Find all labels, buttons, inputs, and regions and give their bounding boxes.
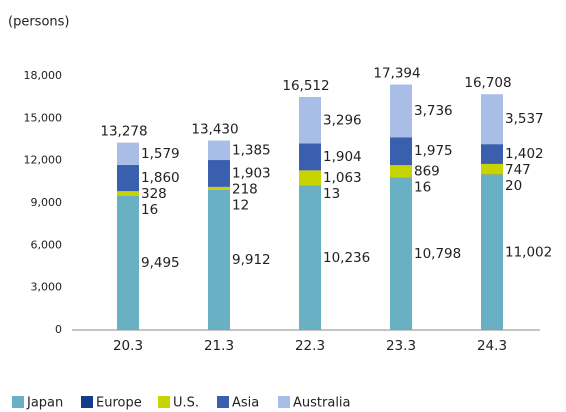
data-label: 328 bbox=[141, 186, 167, 202]
bar-segment bbox=[208, 160, 230, 187]
bar-segment bbox=[117, 196, 139, 330]
x-tick-label: 23.3 bbox=[386, 338, 416, 354]
legend-swatch bbox=[81, 396, 93, 408]
y-tick-label: 12,000 bbox=[24, 154, 63, 167]
bar-segment bbox=[390, 177, 412, 330]
data-label: 12 bbox=[232, 197, 249, 213]
legend-swatch bbox=[278, 396, 290, 408]
bar-segment bbox=[481, 174, 503, 330]
data-label: 3,296 bbox=[323, 112, 362, 128]
legend-swatch bbox=[12, 396, 24, 408]
data-label: 9,495 bbox=[141, 255, 180, 271]
data-label: 20 bbox=[505, 178, 522, 194]
data-label: 11,002 bbox=[505, 244, 552, 260]
data-label: 1,860 bbox=[141, 170, 180, 186]
legend-label: Australia bbox=[293, 396, 351, 411]
data-label: 747 bbox=[505, 162, 531, 178]
y-tick-label: 18,000 bbox=[24, 69, 63, 82]
bar-segment bbox=[117, 142, 139, 165]
bar-segment bbox=[390, 165, 412, 178]
legend-swatch bbox=[158, 396, 170, 408]
bar-segment bbox=[208, 186, 230, 190]
data-label: 1,904 bbox=[323, 149, 362, 165]
total-label: 13,278 bbox=[100, 124, 147, 140]
data-label: 1,385 bbox=[232, 142, 271, 158]
legend-label: U.S. bbox=[173, 396, 199, 411]
data-label: 10,236 bbox=[323, 250, 370, 266]
bar-segment bbox=[299, 143, 321, 171]
x-tick-label: 20.3 bbox=[113, 338, 143, 354]
data-label: 1,402 bbox=[505, 146, 544, 162]
legend-label: Europe bbox=[96, 396, 142, 411]
data-label: 16 bbox=[414, 179, 431, 195]
y-tick-label: 0 bbox=[55, 323, 62, 336]
data-label: 3,736 bbox=[414, 103, 453, 119]
data-label: 218 bbox=[232, 181, 258, 197]
total-label: 13,430 bbox=[191, 121, 238, 137]
bar-segment bbox=[481, 94, 503, 145]
unit-label: (persons) bbox=[8, 15, 69, 30]
legend-label: Japan bbox=[26, 396, 63, 411]
data-label: 1,063 bbox=[323, 170, 362, 186]
bar-segment bbox=[299, 96, 321, 144]
x-tick-label: 22.3 bbox=[295, 338, 325, 354]
bar-segment bbox=[208, 190, 230, 330]
y-tick-label: 3,000 bbox=[31, 281, 63, 294]
bar-segment bbox=[299, 185, 321, 330]
data-label: 1,975 bbox=[414, 143, 453, 159]
data-label: 1,903 bbox=[232, 165, 271, 181]
bar-segment bbox=[390, 84, 412, 138]
data-label: 869 bbox=[414, 163, 440, 179]
total-label: 16,512 bbox=[282, 78, 329, 94]
total-label: 16,708 bbox=[464, 75, 511, 91]
bar-segment bbox=[117, 164, 139, 192]
total-label: 17,394 bbox=[373, 66, 420, 82]
x-tick-label: 24.3 bbox=[477, 338, 507, 354]
y-tick-label: 9,000 bbox=[31, 196, 63, 209]
data-label: 9,912 bbox=[232, 252, 271, 268]
y-tick-label: 6,000 bbox=[31, 238, 63, 251]
legend-label: Asia bbox=[232, 396, 259, 411]
y-tick-label: 15,000 bbox=[24, 111, 63, 124]
data-label: 3,537 bbox=[505, 111, 544, 127]
legend-swatch bbox=[217, 396, 229, 408]
bar-segment bbox=[208, 140, 230, 161]
data-label: 1,579 bbox=[141, 146, 180, 162]
bar-segment bbox=[481, 144, 503, 164]
data-label: 16 bbox=[141, 202, 158, 218]
data-label: 10,798 bbox=[414, 246, 461, 262]
bar-segment bbox=[481, 163, 503, 175]
bar-segment bbox=[117, 191, 139, 196]
bar-segment bbox=[390, 137, 412, 166]
bar-segment bbox=[299, 170, 321, 186]
data-label: 13 bbox=[323, 186, 340, 202]
x-tick-label: 21.3 bbox=[204, 338, 234, 354]
